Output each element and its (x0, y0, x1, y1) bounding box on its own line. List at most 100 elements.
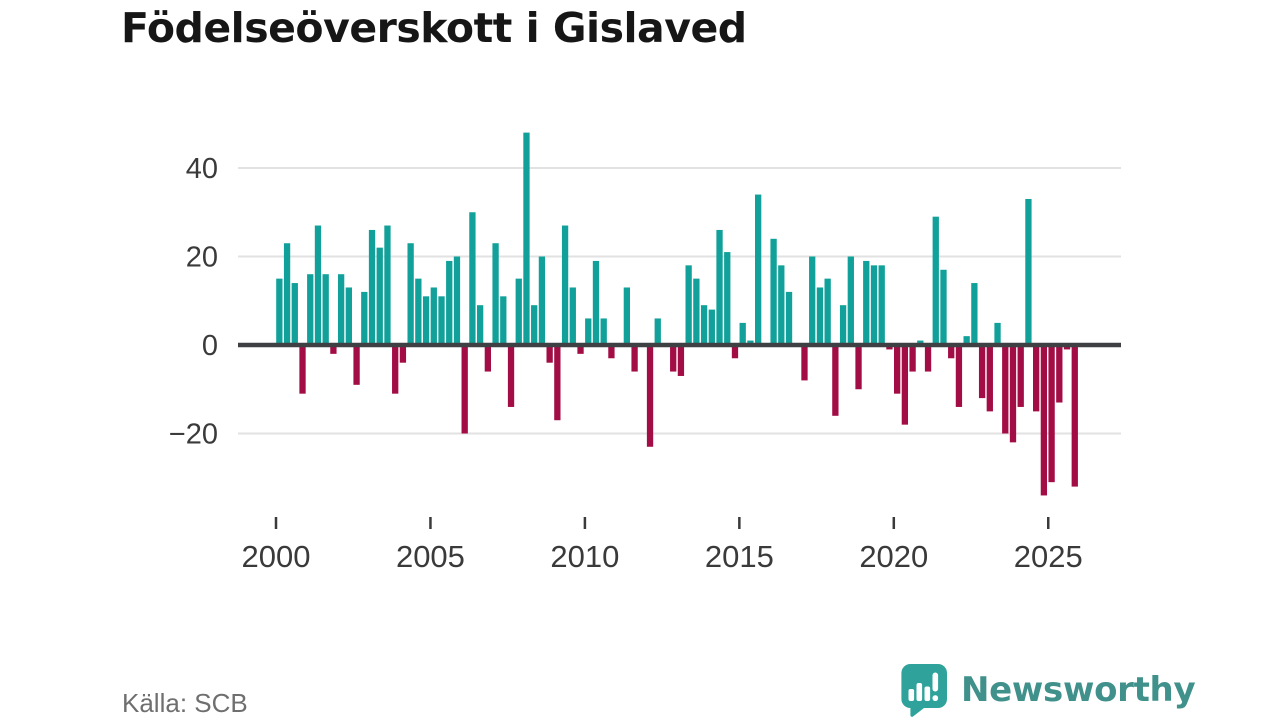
bar-positive (276, 278, 283, 346)
bar-negative (546, 345, 553, 363)
bar-positive (971, 283, 978, 345)
bar-negative (731, 345, 739, 359)
newsworthy-logo: Newsworthy (897, 663, 1196, 717)
bar-positive (531, 305, 538, 345)
bar-positive (708, 309, 715, 345)
bar-negative (677, 345, 685, 376)
logo-exclamation-stem (932, 672, 939, 692)
newsworthy-speech-bubble-chart-icon (901, 664, 947, 717)
bar-positive (716, 229, 723, 345)
bar-negative (461, 345, 468, 434)
bar-negative (909, 345, 916, 372)
bar-negative (1071, 345, 1078, 487)
bar-positive (932, 216, 939, 345)
bar-negative (894, 345, 901, 394)
bar-negative (631, 345, 638, 372)
bar-negative (577, 345, 584, 354)
bar-positive (453, 256, 461, 345)
bar-positive (361, 291, 368, 345)
bar-negative (801, 345, 808, 381)
speech-bubble-shape (901, 664, 947, 717)
x-tick-label: 2010 (550, 539, 619, 574)
x-tick-label: 2005 (396, 539, 465, 574)
bar-negative (608, 345, 615, 359)
bar-positive (376, 247, 383, 345)
x-tick-label: 2025 (1014, 539, 1083, 574)
bar-negative (986, 345, 993, 412)
bar-positive (963, 336, 970, 345)
y-tick-label: 20 (186, 242, 218, 274)
bar-positive (476, 305, 484, 345)
bar-negative (948, 345, 955, 359)
bar-positive (1025, 198, 1032, 345)
bar-positive (739, 322, 746, 346)
logo-bar-1 (908, 689, 915, 701)
bar-positive (600, 318, 607, 345)
bar-positive (654, 318, 661, 345)
bar-negative (392, 345, 399, 394)
bar-positive (283, 243, 291, 345)
y-tick-label: −20 (169, 419, 218, 451)
bar-negative (1033, 345, 1040, 412)
bar-positive (870, 265, 878, 345)
bar-positive (314, 225, 322, 345)
bar-negative (1040, 345, 1048, 496)
bar-negative (955, 345, 963, 407)
bar-positive (994, 322, 1001, 346)
bar-positive (623, 287, 631, 345)
source-text: Källa: SCB (122, 688, 248, 718)
bar-chart: 40 20 0 −20 2000 2005 2010 2015 2020 2025 (169, 132, 1121, 574)
bar-positive (785, 291, 793, 345)
y-tick-label: 0 (202, 330, 218, 362)
bar-positive (500, 296, 507, 345)
bar-negative (507, 345, 515, 407)
brand-name: Newsworthy (961, 670, 1196, 710)
bar-positive (685, 265, 692, 345)
bar-positive (700, 305, 708, 345)
bar-negative (353, 345, 360, 385)
bar-positive (770, 238, 777, 345)
bar-positive (384, 225, 391, 345)
bar-negative (399, 345, 407, 363)
bar-positive (824, 278, 831, 346)
bar-positive (523, 132, 530, 345)
bar-negative (978, 345, 986, 399)
bar-positive (515, 278, 522, 346)
bar-positive (839, 305, 847, 345)
bar-positive (538, 256, 546, 345)
bar-positive (415, 278, 422, 346)
x-tick-label: 2020 (859, 539, 928, 574)
bar-positive (693, 278, 700, 346)
bar-positive (407, 243, 414, 345)
bar-positive (940, 269, 947, 345)
bar-negative (1017, 345, 1024, 407)
bar-positive (446, 260, 453, 346)
bar-negative (299, 345, 306, 394)
bar-negative (1009, 345, 1017, 443)
bar-positive (345, 287, 352, 345)
bar-negative (924, 345, 932, 372)
bar-negative (901, 345, 909, 425)
bar-positive (561, 225, 569, 345)
bar-positive (307, 274, 314, 345)
bar-positive (816, 287, 824, 345)
bar-positive (469, 212, 476, 345)
bar-positive (337, 274, 345, 345)
bar-positive (585, 318, 592, 345)
bar-positive (569, 287, 576, 345)
bar-positive (809, 256, 816, 345)
bar-positive (291, 283, 298, 345)
bar-negative (855, 345, 862, 390)
bar-positive (438, 296, 445, 345)
bar-positive (592, 260, 600, 346)
bar-negative (646, 345, 654, 447)
bar-negative (554, 345, 561, 421)
bar-negative (330, 345, 337, 354)
chart-title: Födelseöverskott i Gislaved (121, 4, 747, 52)
x-tick-label: 2000 (242, 539, 311, 574)
logo-exclamation-dot (932, 695, 939, 701)
bar-positive (724, 252, 731, 345)
bar-negative (1056, 345, 1063, 403)
bar-negative (670, 345, 677, 372)
bar-positive (878, 265, 885, 345)
